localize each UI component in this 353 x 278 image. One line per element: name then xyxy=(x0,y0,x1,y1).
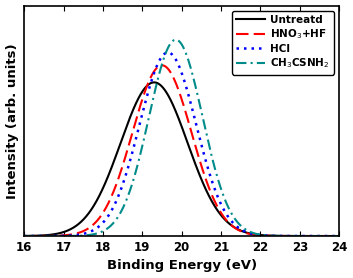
Line: HCl: HCl xyxy=(24,53,339,236)
Untreatd xyxy=(143,86,147,90)
Untreatd xyxy=(152,81,156,84)
Legend: Untreatd, HNO$_3$+HF, HCl, CH$_3$CSNH$_2$: Untreatd, HNO$_3$+HF, HCl, CH$_3$CSNH$_2… xyxy=(232,11,334,75)
Untreatd xyxy=(337,234,341,238)
CH$_3$CSNH$_2$ xyxy=(143,133,147,136)
HNO$_3$+HF xyxy=(143,90,147,93)
CH$_3$CSNH$_2$ xyxy=(174,38,178,41)
CH$_3$CSNH$_2$ xyxy=(58,234,62,238)
HCl xyxy=(58,234,62,238)
Y-axis label: Intensity (arb. units): Intensity (arb. units) xyxy=(6,43,19,198)
HCl xyxy=(331,234,335,238)
Untreatd xyxy=(297,234,301,238)
Line: Untreatd: Untreatd xyxy=(24,82,339,236)
HCl xyxy=(22,234,26,238)
HCl xyxy=(166,51,170,54)
HNO$_3$+HF xyxy=(58,234,62,237)
CH$_3$CSNH$_2$ xyxy=(156,75,161,78)
HCl xyxy=(337,234,341,238)
HNO$_3$+HF xyxy=(77,231,81,234)
HCl xyxy=(143,102,147,105)
Untreatd xyxy=(157,82,161,86)
CH$_3$CSNH$_2$ xyxy=(22,234,26,238)
X-axis label: Binding Energy (eV): Binding Energy (eV) xyxy=(107,259,257,272)
HNO$_3$+HF xyxy=(156,65,161,68)
CH$_3$CSNH$_2$ xyxy=(297,234,301,238)
CH$_3$CSNH$_2$ xyxy=(331,234,335,238)
HNO$_3$+HF xyxy=(337,234,341,238)
HNO$_3$+HF xyxy=(297,234,301,238)
Untreatd xyxy=(58,231,62,235)
Line: CH$_3$CSNH$_2$: CH$_3$CSNH$_2$ xyxy=(24,40,339,236)
HNO$_3$+HF xyxy=(22,234,26,238)
HNO$_3$+HF xyxy=(331,234,335,238)
CH$_3$CSNH$_2$ xyxy=(337,234,341,238)
Untreatd xyxy=(22,234,26,238)
HCl xyxy=(297,234,301,238)
HCl xyxy=(77,233,81,236)
Untreatd xyxy=(331,234,335,238)
Untreatd xyxy=(77,222,81,225)
Line: HNO$_3$+HF: HNO$_3$+HF xyxy=(24,65,339,236)
HNO$_3$+HF xyxy=(160,64,164,67)
HCl xyxy=(156,60,161,64)
CH$_3$CSNH$_2$ xyxy=(77,234,81,237)
